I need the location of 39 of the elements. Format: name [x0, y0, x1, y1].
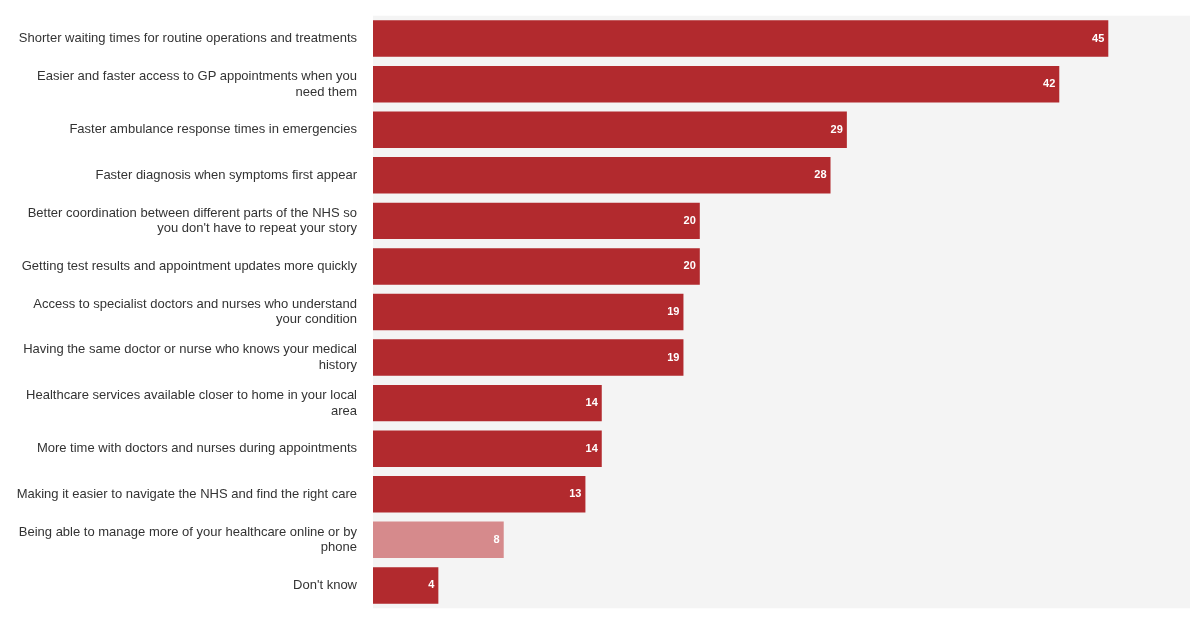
data-label: 14 — [585, 441, 599, 454]
data-label: 4 — [428, 578, 436, 591]
data-label: 45 — [1092, 31, 1105, 44]
y-tick-label: Access to specialist doctors and nurses who understand your condition — [33, 295, 357, 327]
data-label: 20 — [683, 259, 696, 272]
y-tick-label: Getting test results and appointment updates more quickly — [21, 258, 358, 274]
y-tick-label: More time with doctors and nurses during appointments — [36, 440, 358, 456]
data-label: 14 — [585, 396, 599, 409]
bar — [373, 567, 439, 604]
bar — [373, 248, 700, 285]
bar — [373, 20, 1109, 57]
bar — [373, 476, 586, 513]
bar — [373, 521, 504, 559]
y-tick-label: Better coordination between different parts of the NHS so you don't have to repeat your story — [27, 204, 358, 236]
y-tick-label: Shorter waiting times for routine operations and treatments — [18, 30, 358, 46]
data-label: 28 — [814, 168, 827, 181]
data-label: 19 — [667, 305, 680, 318]
bar — [373, 384, 602, 422]
data-label: 20 — [683, 213, 696, 226]
bar — [373, 111, 847, 148]
y-tick-label: Faster diagnosis when symptoms first appear — [95, 166, 358, 182]
y-tick-label: Making it easier to navigate the NHS and find the right care — [16, 485, 357, 501]
y-tick-label: Faster ambulance response times in emergencies — [69, 121, 358, 137]
bar — [373, 202, 700, 240]
data-label: 8 — [493, 532, 500, 545]
y-tick-label: Having the same doctor or nurse who knows your medical history — [23, 341, 358, 372]
data-label: 19 — [667, 350, 680, 363]
bar — [373, 293, 684, 331]
bar — [373, 157, 831, 194]
y-tick-label: Don't know — [293, 576, 358, 592]
y-tick-label: Healthcare services available closer to home in your local area — [26, 386, 358, 418]
data-label: 29 — [830, 122, 843, 135]
y-tick-label: Easier and faster access to GP appointments when you need them — [37, 67, 357, 99]
bar — [373, 339, 684, 376]
bar — [373, 65, 1060, 103]
y-tick-label: Being able to manage more of your healthcare online or by phone — [18, 523, 358, 555]
data-label: 13 — [569, 487, 582, 500]
bar — [373, 430, 602, 467]
data-label: 42 — [1043, 77, 1056, 90]
